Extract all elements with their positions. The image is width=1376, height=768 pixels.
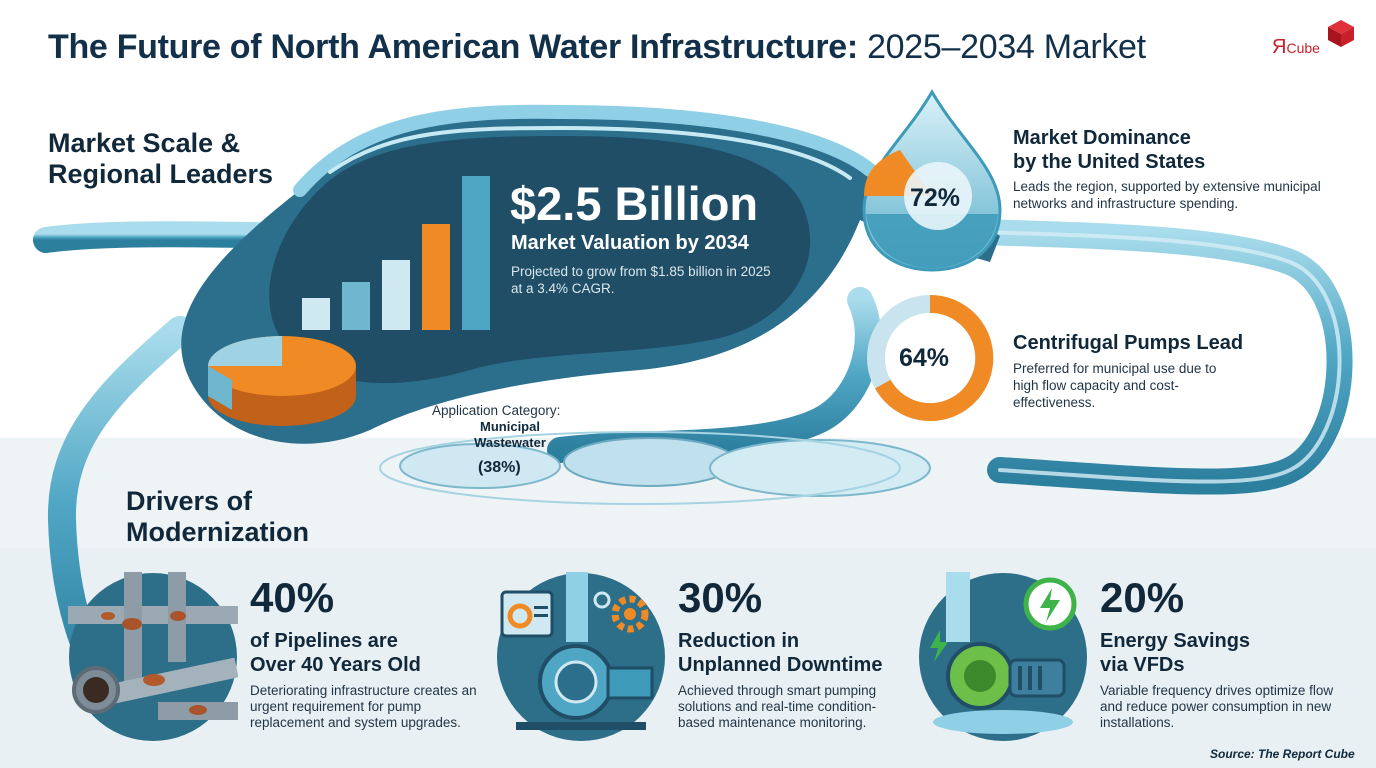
smart-pump-icon [497, 572, 665, 741]
driver-title-1: of Pipelines are Over 40 Years Old [250, 630, 421, 676]
source-credit: Source: The Report Cube [1210, 747, 1355, 761]
energy-pump-icon [919, 572, 1087, 741]
cube-icon [1328, 20, 1354, 47]
rusty-pipes-icon [68, 572, 238, 741]
driver-stat-2: 30% [678, 574, 763, 621]
valuation-value: $2.5 Billion [510, 177, 759, 230]
driver-description-1: Deteriorating infrastructure creates an … [250, 683, 477, 730]
us-dominance-percent: 72% [910, 184, 961, 212]
application-label: Application Category: [432, 403, 561, 418]
driver-title-3: Energy Savings via VFDs [1100, 630, 1251, 676]
application-percent: (38%) [478, 459, 521, 476]
drivers-section-heading: Drivers of Modernization [126, 486, 309, 547]
driver-stat-3: 20% [1100, 574, 1185, 621]
us-dominance-description: Leads the region, supported by extensive… [1013, 179, 1321, 211]
application-category: Municipal Wastewater [474, 419, 546, 450]
us-dominance-title: Market Dominance by the United States [1013, 127, 1206, 173]
market-section-heading: Market Scale & Regional Leaders [48, 128, 274, 189]
driver-description-3: Variable frequency drives optimize flow … [1100, 683, 1334, 730]
centrifugal-description: Preferred for municipal use due to high … [1013, 361, 1217, 410]
centrifugal-percent: 64% [899, 344, 950, 372]
driver-stat-1: 40% [250, 574, 335, 621]
valuation-description: Projected to grow from $1.85 billion in … [511, 264, 771, 296]
valuation-label: Market Valuation by 2034 [511, 232, 749, 254]
report-cube-logo: ЯCube [1272, 18, 1364, 62]
driver-title-2: Reduction in Unplanned Downtime [678, 630, 883, 676]
driver-description-2: Achieved through smart pumping solutions… [678, 683, 877, 730]
centrifugal-title: Centrifugal Pumps Lead [1013, 332, 1244, 354]
page-title: The Future of North American Water Infra… [48, 28, 1146, 66]
